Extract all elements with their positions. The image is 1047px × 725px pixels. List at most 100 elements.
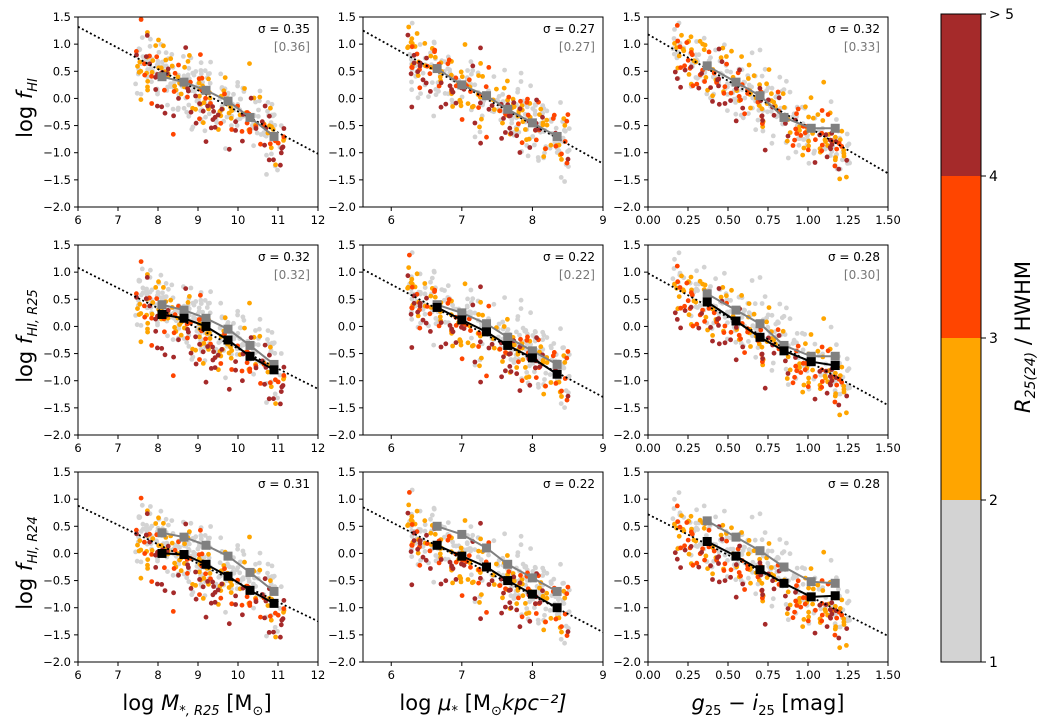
scatter-point [219, 581, 225, 587]
scatter-point [411, 538, 417, 543]
panel-r1c3: 0.00 0.25 0.50 0.75 1.00 1.25 1.50−2.0−1.5−1.0… [613, 10, 901, 227]
scatter-point [674, 263, 680, 269]
scatter-point [183, 521, 189, 527]
scatter-point [405, 273, 411, 279]
scatter-point [722, 314, 728, 320]
scatter-point [142, 539, 147, 545]
scatter-point [718, 55, 724, 61]
scatter-point [469, 104, 475, 110]
scatter-point [491, 582, 497, 587]
scatter-point [519, 614, 525, 620]
y-tick-label: −0.5 [43, 574, 71, 588]
scatter-point [566, 126, 572, 131]
scatter-point [800, 152, 806, 158]
median-all-marker [482, 319, 492, 329]
scatter-point [445, 283, 451, 289]
scatter-point [733, 357, 739, 363]
scatter-point [459, 117, 465, 122]
scatter-point [783, 593, 788, 599]
y-tick-label: −0.5 [43, 119, 71, 133]
scatter-point [704, 533, 709, 538]
scatter-point [267, 613, 273, 619]
scatter-point [806, 143, 811, 149]
scatter-point [742, 95, 748, 101]
scatter-point [144, 286, 150, 292]
scatter-point [162, 87, 167, 93]
scatter-point [441, 534, 447, 540]
scatter-point [462, 281, 468, 287]
scatter-point [478, 140, 483, 146]
scatter-point [257, 333, 263, 339]
scatter-point [780, 91, 786, 97]
scatter-point [728, 337, 733, 343]
x-tick-label: 0.25 [675, 441, 701, 455]
scatter-point [844, 131, 850, 137]
scatter-point [428, 530, 434, 536]
x-tick-label: 0.00 [635, 668, 661, 682]
scatter-point [733, 118, 739, 124]
scatter-point [702, 42, 708, 48]
scatter-point [144, 511, 150, 517]
scatter-point [136, 514, 142, 520]
scatter-point [459, 324, 464, 330]
scatter-point [565, 156, 571, 162]
scatter-point [166, 286, 171, 292]
scatter-point [226, 110, 232, 116]
y-tick-label: −1.5 [613, 401, 641, 415]
scatter-point [733, 339, 739, 345]
median-all-marker [806, 577, 816, 587]
x-axis-label-col3: g25 − i25 [mag] [692, 691, 845, 719]
x-tick-label: 9 [599, 213, 606, 227]
scatter-point [466, 77, 472, 83]
scatter-point [234, 567, 240, 573]
median-all-marker [702, 289, 712, 299]
scatter-point [808, 332, 814, 337]
scatter-point [540, 114, 545, 120]
median-corrected-marker [552, 603, 562, 613]
scatter-point [267, 113, 272, 119]
scatter-point [845, 600, 850, 606]
scatter-point [269, 330, 275, 335]
scatter-point [409, 20, 415, 26]
y-tick-label: 0.0 [338, 319, 356, 333]
scatter-point [190, 346, 196, 352]
scatter-point [682, 543, 687, 549]
scatter-point [409, 554, 415, 559]
scatter-point [562, 179, 567, 184]
x-tick-label: 9 [599, 668, 606, 682]
colorbar-tick-label: 4 [989, 169, 998, 185]
x-tick-label: 1.25 [835, 213, 861, 227]
x-tick-label: 1.25 [835, 668, 861, 682]
scatter-point [170, 572, 176, 578]
scatter-point [559, 629, 564, 635]
scatter-point [269, 151, 274, 157]
scatter-point [134, 558, 140, 564]
scatter-point [165, 569, 170, 574]
scatter-point [242, 325, 247, 331]
scatter-point [514, 371, 520, 377]
scatter-point [222, 566, 227, 572]
median-corrected-marker [201, 321, 211, 331]
scatter-point [428, 53, 434, 59]
scatter-point [155, 320, 160, 326]
scatter-point [801, 382, 807, 388]
scatter-point [486, 345, 492, 351]
scatter-point [176, 62, 181, 68]
x-tick-label: 7 [458, 213, 465, 227]
scatter-point [541, 154, 547, 160]
scatter-point [785, 371, 791, 376]
scatter-point [722, 561, 728, 567]
scatter-point [172, 325, 178, 330]
scatter-point [819, 612, 825, 618]
scatter-point [502, 295, 507, 300]
scatter-point [520, 119, 526, 125]
scatter-point [721, 330, 727, 335]
scatter-point [136, 69, 142, 75]
scatter-point [676, 250, 682, 256]
scatter-point [273, 634, 278, 640]
scatter-point [188, 586, 194, 591]
scatter-point [562, 405, 567, 410]
scatter-point [408, 71, 414, 77]
scatter-point [468, 524, 474, 529]
